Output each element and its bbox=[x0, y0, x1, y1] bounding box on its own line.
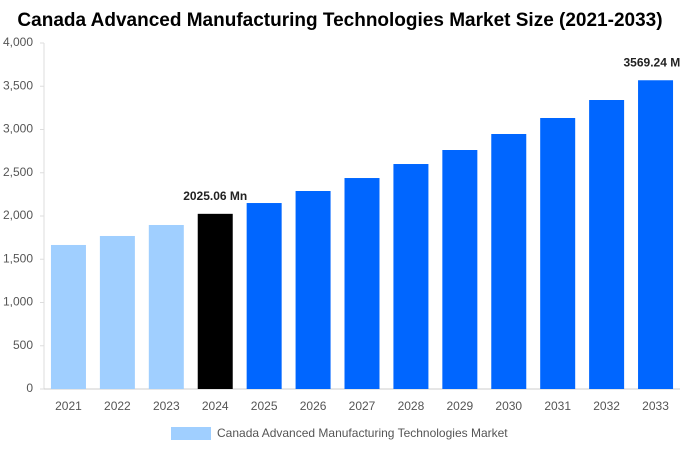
x-tick-label: 2033 bbox=[642, 399, 669, 413]
y-tick-label: 0 bbox=[26, 381, 33, 395]
x-tick-label: 2029 bbox=[446, 399, 473, 413]
chart-title: Canada Advanced Manufacturing Technologi… bbox=[17, 10, 662, 31]
y-tick-label: 2,500 bbox=[3, 165, 33, 179]
bar bbox=[344, 178, 380, 389]
x-tick-label: 2023 bbox=[153, 399, 180, 413]
bar bbox=[148, 224, 184, 389]
bar bbox=[393, 164, 429, 389]
bar bbox=[491, 133, 527, 389]
y-tick-label: 500 bbox=[13, 338, 33, 352]
x-tick-label: 2022 bbox=[104, 399, 131, 413]
bar bbox=[197, 213, 233, 389]
x-tick-label: 2032 bbox=[593, 399, 620, 413]
x-tick-label: 2021 bbox=[55, 399, 82, 413]
x-tick-label: 2027 bbox=[349, 399, 376, 413]
y-tick-label: 1,000 bbox=[3, 295, 33, 309]
y-tick-label: 4,000 bbox=[3, 35, 33, 49]
bar bbox=[638, 80, 674, 389]
x-tick-label: 2026 bbox=[300, 399, 327, 413]
value-label: 3569.24 Mn bbox=[624, 55, 680, 69]
x-tick-label: 2031 bbox=[544, 399, 571, 413]
x-tick-label: 2024 bbox=[202, 399, 229, 413]
bar bbox=[99, 235, 135, 389]
bar bbox=[295, 191, 331, 389]
bar bbox=[246, 203, 282, 389]
legend-label: Canada Advanced Manufacturing Technologi… bbox=[217, 426, 508, 440]
y-tick-label: 3,000 bbox=[3, 122, 33, 136]
bar bbox=[540, 117, 576, 390]
x-tick-label: 2030 bbox=[495, 399, 522, 413]
bar bbox=[50, 244, 86, 389]
x-tick-label: 2025 bbox=[251, 399, 278, 413]
y-tick-label: 2,000 bbox=[3, 208, 33, 222]
y-tick-label: 1,500 bbox=[3, 251, 33, 265]
bar bbox=[442, 150, 478, 389]
y-tick-label: 3,500 bbox=[3, 78, 33, 92]
x-tick-label: 2028 bbox=[398, 399, 425, 413]
legend-swatch bbox=[171, 427, 211, 440]
value-label: 2025.06 Mn bbox=[183, 189, 247, 203]
bar bbox=[589, 100, 625, 389]
